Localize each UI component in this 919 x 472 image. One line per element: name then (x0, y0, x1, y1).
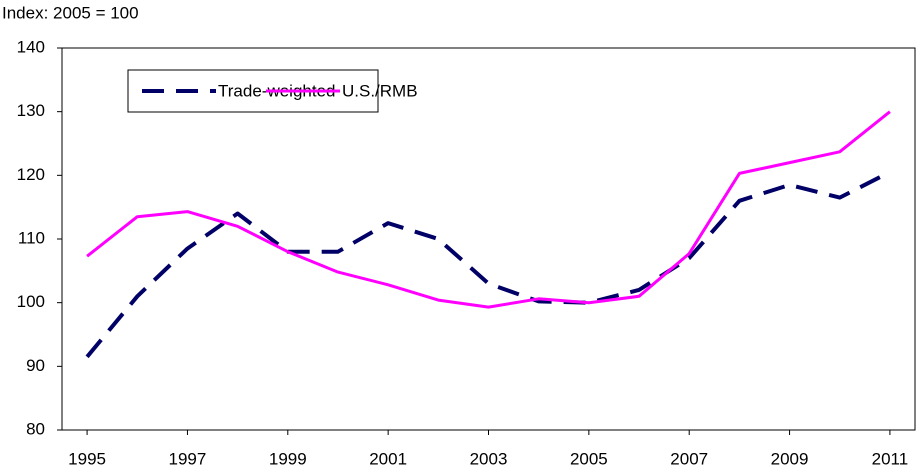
y-tick-label: 80 (26, 419, 45, 438)
y-tick-label: 90 (26, 356, 45, 375)
x-tick-label: 2011 (872, 449, 909, 468)
x-tick-label: 2003 (470, 449, 508, 468)
x-tick-label: 2005 (570, 449, 608, 468)
y-tick-label: 110 (18, 228, 45, 247)
y-axis-label: Index: 2005 = 100 (2, 3, 139, 22)
legend-label: U.S./RMB (342, 81, 418, 100)
x-tick-label: 1999 (269, 449, 307, 468)
series-line (86, 110, 891, 309)
x-tick-label: 1997 (169, 449, 207, 468)
y-tick-label: 130 (17, 101, 45, 120)
y-tick-label: 100 (17, 292, 45, 311)
x-tick-label: 1995 (68, 449, 106, 468)
x-tick-label: 2009 (771, 449, 809, 468)
series-line (85, 170, 891, 359)
y-tick-label: 140 (17, 37, 45, 56)
y-tick-label: 120 (17, 165, 45, 184)
x-tick-label: 2007 (670, 449, 708, 468)
x-tick-label: 2001 (369, 449, 407, 468)
